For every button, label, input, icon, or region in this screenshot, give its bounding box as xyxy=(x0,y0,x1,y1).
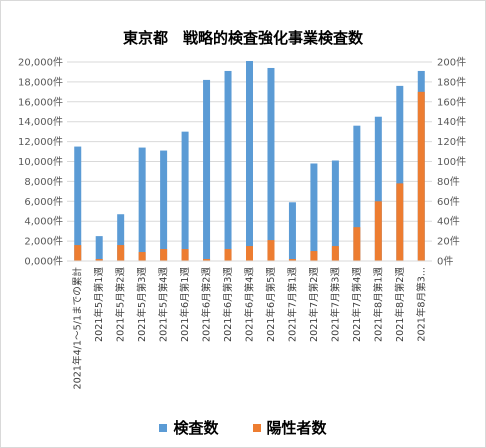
left-axis-tick-label: 20,000件 xyxy=(18,57,63,69)
legend-label-tests: 検査数 xyxy=(173,419,219,437)
bar-positives xyxy=(117,245,125,261)
bar-positives xyxy=(203,259,211,261)
right-axis-tick-label: 40件 xyxy=(437,216,460,228)
left-axis-tick-label: 10,000件 xyxy=(18,156,63,168)
x-axis-category-label: 2021年7月第1週 xyxy=(286,267,298,342)
legend-item-positives: 陽性者数 xyxy=(252,417,327,438)
right-axis-tick-label: 60件 xyxy=(437,196,460,208)
legend-item-tests: 検査数 xyxy=(159,417,219,438)
bar-tests xyxy=(138,147,146,261)
left-axis-tick-label: 12,000件 xyxy=(18,136,63,148)
x-axis-category-label: 2021年6月第1週 xyxy=(179,267,191,342)
bar-positives xyxy=(310,251,318,261)
x-axis-category-label: 2021年6月第2週 xyxy=(201,267,213,342)
x-axis-category-label: 2021年7月第4週 xyxy=(351,267,363,342)
legend-label-positives: 陽性者数 xyxy=(266,419,327,437)
bar-tests xyxy=(203,79,211,261)
bar-tests xyxy=(117,214,125,261)
bar-positives xyxy=(74,245,82,261)
bar-positives xyxy=(288,259,296,261)
right-axis-tick-label: 20件 xyxy=(437,236,460,248)
x-axis-category-label: 2021年4/1～5/1までの累計 xyxy=(72,267,84,390)
right-axis-tick-label: 80件 xyxy=(437,176,460,188)
left-axis-tick-label: 14,000件 xyxy=(18,116,63,128)
bar-positives xyxy=(267,240,275,261)
right-axis-tick-label: 140件 xyxy=(437,116,466,128)
bar-positives xyxy=(417,91,425,261)
bar-positives xyxy=(95,259,103,261)
left-axis-tick-label: 6,000件 xyxy=(24,196,63,208)
bar-positives xyxy=(331,246,339,261)
right-axis-tick-label: 200件 xyxy=(437,57,466,69)
bar-positives xyxy=(396,183,404,261)
bar-tests xyxy=(74,146,82,261)
bar-tests xyxy=(181,131,189,261)
bar-tests xyxy=(160,150,168,261)
x-axis-category-label: 2021年8月第3... xyxy=(415,267,427,342)
x-axis-category-label: 2021年6月第4週 xyxy=(244,267,256,342)
right-axis-tick-label: 180件 xyxy=(437,76,466,88)
bar-positives xyxy=(138,252,146,261)
bar-positives xyxy=(181,249,189,261)
bar-tests xyxy=(224,70,232,261)
bar-positives xyxy=(160,249,168,261)
left-axis-tick-label: 4,000件 xyxy=(24,216,63,228)
left-axis-tick-label: 18,000件 xyxy=(18,76,63,88)
bar-tests xyxy=(331,160,339,261)
bar-positives xyxy=(246,246,253,261)
x-axis-category-label: 2021年5月第2週 xyxy=(115,267,127,342)
legend-swatch-positives xyxy=(252,423,261,432)
right-axis-tick-label: 100件 xyxy=(437,156,466,168)
x-axis-category-label: 2021年6月第5週 xyxy=(265,267,277,342)
x-axis-category-label: 2021年5月第1週 xyxy=(93,267,105,342)
x-axis-category-label: 2021年6月第3週 xyxy=(222,267,234,342)
right-axis-tick-label: 0件 xyxy=(437,256,453,268)
x-axis-category-label: 2021年8月第2週 xyxy=(394,267,406,342)
legend: 検査数 陽性者数 xyxy=(1,417,485,438)
bar-tests xyxy=(288,202,296,261)
left-axis-tick-label: 8,000件 xyxy=(24,176,63,188)
left-axis-tick-label: 0,000件 xyxy=(24,256,63,268)
bar-positives xyxy=(224,249,232,261)
x-axis-category-label: 2021年5月第3週 xyxy=(136,267,148,342)
bar-tests xyxy=(310,163,318,261)
bar-positives xyxy=(374,201,382,261)
right-axis-tick-label: 120件 xyxy=(437,136,466,148)
x-axis-category-label: 2021年5月第4週 xyxy=(158,267,170,342)
bar-tests xyxy=(374,116,382,261)
bar-tests xyxy=(396,85,404,261)
right-axis-tick-label: 160件 xyxy=(437,96,466,108)
bar-tests xyxy=(246,61,253,261)
x-axis-category-label: 2021年7月第2週 xyxy=(308,267,320,342)
x-axis-category-label: 2021年8月第1週 xyxy=(372,267,384,342)
bar-positives xyxy=(353,227,361,261)
legend-swatch-tests xyxy=(159,423,168,432)
x-axis-category-label: 2021年7月第3週 xyxy=(329,267,341,342)
chart-title: 東京都 戦略的検査強化事業検査数 xyxy=(122,29,363,47)
bar-tests xyxy=(95,236,103,261)
bar-tests xyxy=(267,67,275,261)
left-axis-tick-label: 16,000件 xyxy=(18,96,63,108)
left-axis-tick-label: 2,000件 xyxy=(24,236,63,248)
bar-tests xyxy=(353,125,361,262)
